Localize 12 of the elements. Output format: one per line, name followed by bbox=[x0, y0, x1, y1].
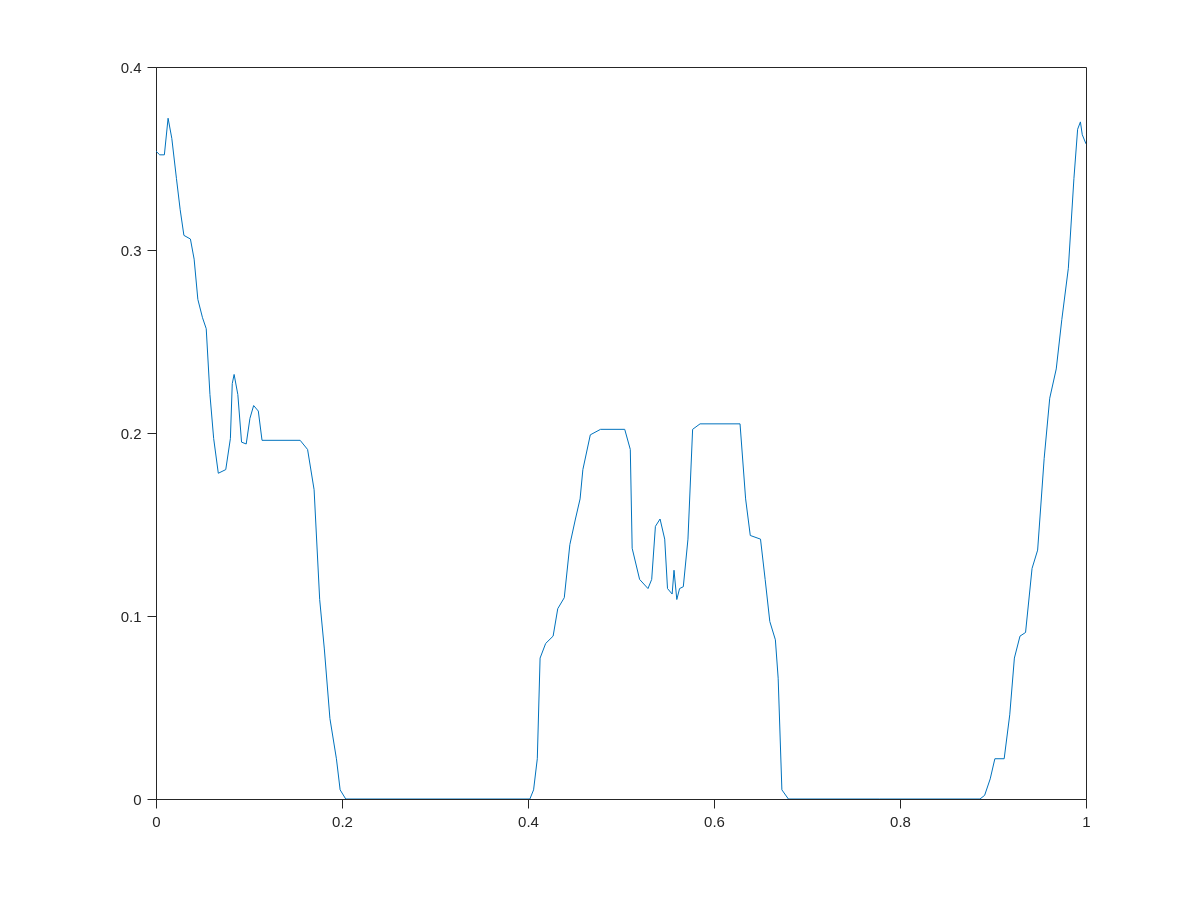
x-tick-label: 1 bbox=[1082, 812, 1091, 830]
y-tick-label: 0 bbox=[133, 790, 142, 808]
y-tick-label: 0.2 bbox=[120, 424, 142, 442]
y-tick-label: 0.1 bbox=[120, 607, 142, 625]
x-tick-label: 0.2 bbox=[332, 812, 353, 830]
x-tick-label: 0.6 bbox=[704, 812, 725, 830]
y-tick-label: 0.4 bbox=[120, 58, 142, 76]
x-tick-label: 0 bbox=[152, 812, 161, 830]
x-tick-label: 0.4 bbox=[518, 812, 539, 830]
y-tick-label: 0.3 bbox=[120, 241, 142, 259]
x-tick-label: 0.8 bbox=[890, 812, 911, 830]
line-series bbox=[156, 117, 1086, 799]
